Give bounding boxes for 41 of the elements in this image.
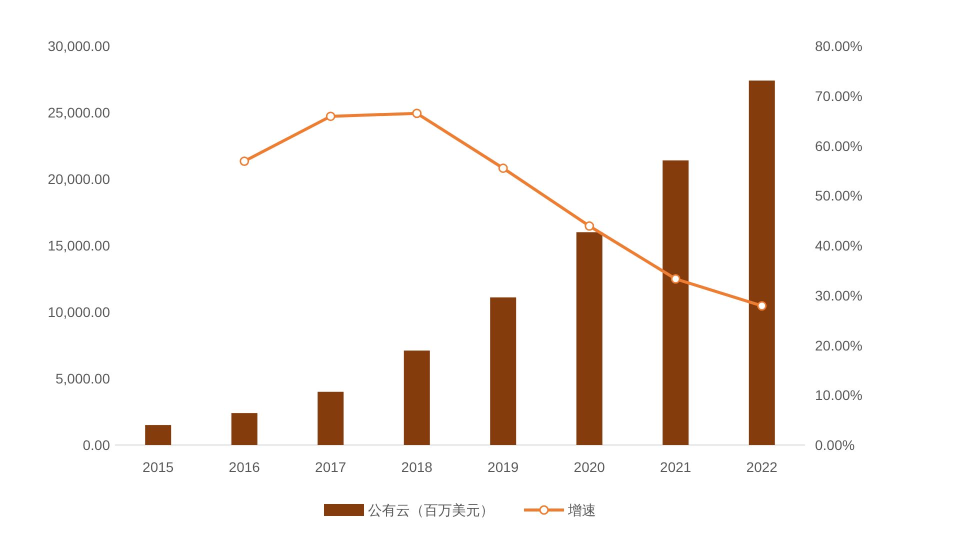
y2-tick-label: 60.00% xyxy=(815,138,862,154)
y-tick-label: 15,000.00 xyxy=(48,238,110,254)
legend-label: 公有云（百万美元） xyxy=(368,502,494,518)
bar xyxy=(231,413,258,445)
x-tick-label: 2022 xyxy=(746,459,778,475)
x-tick-label: 2017 xyxy=(315,459,346,475)
y2-tick-label: 0.00% xyxy=(815,437,855,453)
y-tick-label: 30,000.00 xyxy=(48,38,110,54)
y-tick-label: 0.00 xyxy=(82,437,110,453)
point xyxy=(240,156,250,166)
y2-tick-label: 10.00% xyxy=(815,387,862,404)
point xyxy=(670,274,680,284)
x-tick-label: 2020 xyxy=(574,459,606,475)
point xyxy=(412,108,422,118)
x-tick-label: 2021 xyxy=(660,459,692,475)
y-tick-label: 5,000.00 xyxy=(56,370,110,386)
bar xyxy=(748,80,775,445)
bar xyxy=(662,160,689,445)
y2-tick-label: 50.00% xyxy=(815,188,862,204)
x-tick-label: 2015 xyxy=(142,459,174,475)
legend-label: 增速 xyxy=(567,502,596,518)
y-tick-label: 10,000.00 xyxy=(48,304,110,320)
y2-tick-label: 70.00% xyxy=(815,88,862,104)
x-tick-label: 2019 xyxy=(488,459,519,475)
bar xyxy=(145,425,172,445)
bar xyxy=(490,297,516,445)
x-tick-label: 2018 xyxy=(401,459,433,475)
bar xyxy=(318,392,344,445)
point xyxy=(584,221,594,231)
point xyxy=(326,112,336,122)
bar xyxy=(404,350,430,445)
y2-tick-label: 20.00% xyxy=(815,337,862,354)
x-tick-label: 2016 xyxy=(228,459,260,475)
y-tick-label: 25,000.00 xyxy=(48,104,110,120)
y-tick-label: 20,000.00 xyxy=(48,171,110,187)
point xyxy=(498,163,508,173)
bar xyxy=(576,232,602,445)
y2-tick-label: 40.00% xyxy=(815,238,862,254)
y2-tick-label: 30.00% xyxy=(815,287,862,304)
y2-tick-label: 80.00% xyxy=(815,38,862,54)
point xyxy=(757,301,767,311)
